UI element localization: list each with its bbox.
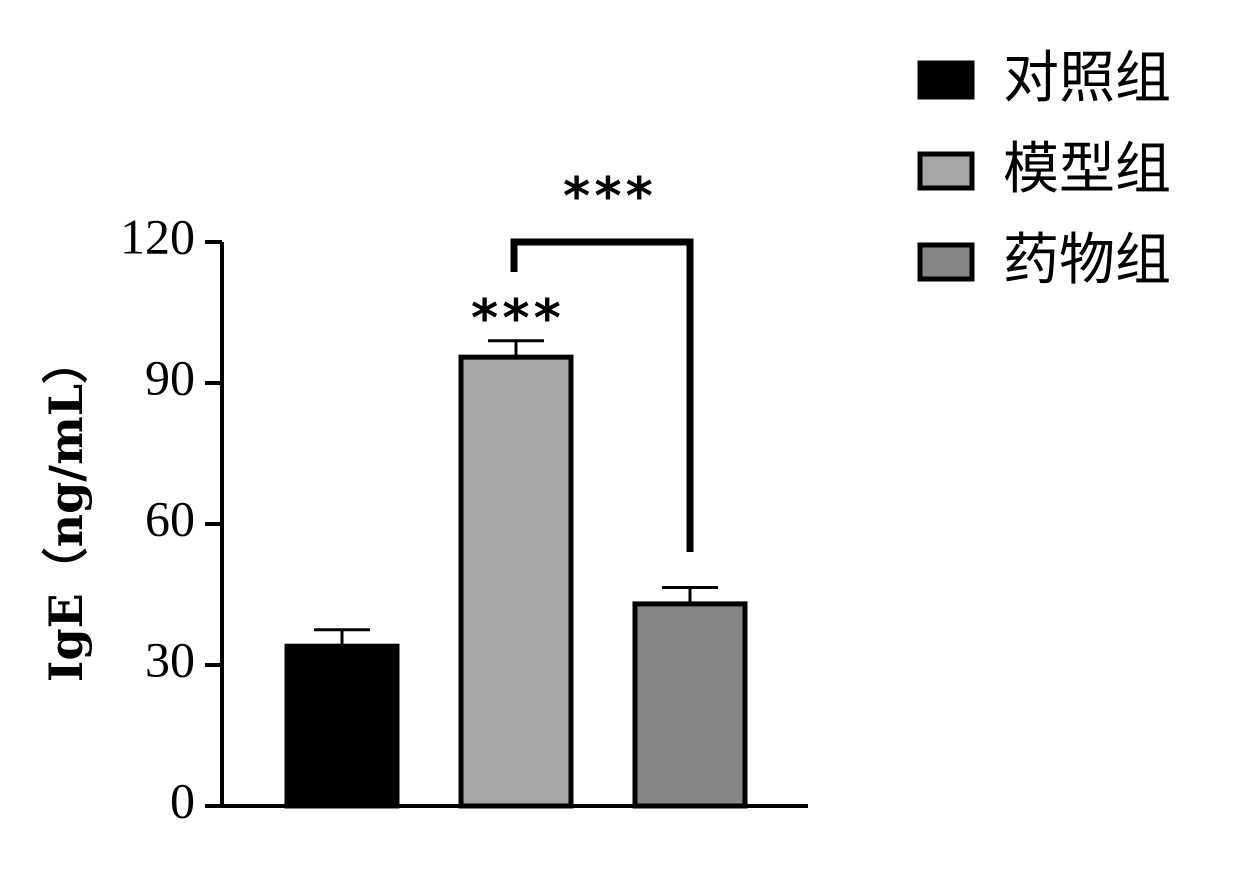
legend-label: 药物组	[1003, 228, 1171, 293]
bar	[458, 354, 574, 809]
bar	[284, 643, 400, 809]
y-tick-label: 120	[120, 208, 195, 264]
annotation: ***	[469, 289, 563, 349]
annotation: ***	[561, 167, 655, 227]
y-tick-label: 60	[145, 490, 195, 546]
legend-swatch	[917, 151, 975, 191]
y-axis-label: IgE（ng/mL）	[39, 338, 93, 682]
y-tick-label: 0	[170, 772, 195, 828]
legend-label: 模型组	[1003, 137, 1171, 202]
bar	[632, 601, 748, 809]
y-tick-label: 30	[145, 631, 195, 687]
y-tick-label: 90	[145, 349, 195, 405]
legend-label: 对照组	[1003, 46, 1171, 111]
legend-swatch	[917, 60, 975, 100]
legend-swatch	[917, 242, 975, 282]
significance-bracket	[510, 238, 694, 552]
